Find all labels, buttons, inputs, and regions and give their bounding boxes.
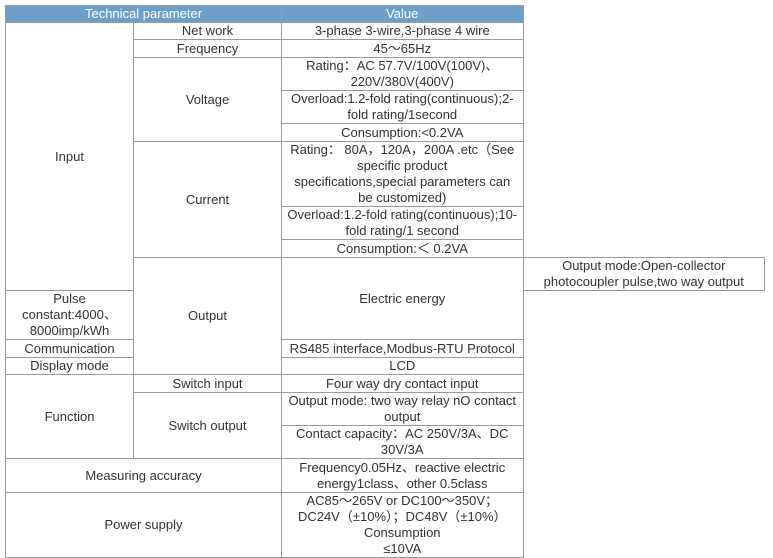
category-output: Output <box>133 257 282 375</box>
param-display-mode: Display mode <box>5 357 134 375</box>
param-frequency: Frequency <box>133 39 282 58</box>
table-row: Measuring accuracy Frequency0.05Hz、react… <box>5 458 765 493</box>
technical-parameter-table: Technical parameter Value Input Net work… <box>5 5 765 558</box>
table-row: Voltage Rating：AC 57.7V/100V(100V)、220V/… <box>6 57 765 142</box>
table-row: Current Rating： 80A，120A，200A .etc（See s… <box>6 141 765 258</box>
table-row: Output Electric energy Output mode:Open-… <box>6 257 765 375</box>
param-communication: Communication <box>5 339 134 358</box>
param-measuring-accuracy: Measuring accuracy <box>5 458 282 493</box>
value-frequency: 45～65Hz <box>281 39 524 58</box>
param-switch-input: Switch input <box>133 374 282 393</box>
value-current-consumption: Consumption:＜ 0.2VA <box>281 239 524 258</box>
value-pulse-constant: Pulse constant:4000、8000imp/kWh <box>5 290 134 340</box>
table-row: Display mode LCD <box>5 357 765 375</box>
value-current-rating: Rating： 80A，120A，200A .etc（See specific … <box>281 141 524 207</box>
param-electric-energy: Electric energy <box>281 257 524 340</box>
value-current-rating-line1: Rating： 80A，120A，200A .etc（See specific … <box>290 142 515 174</box>
table-row: Consumption:<0.2VA <box>6 123 765 142</box>
table-header-row: Technical parameter Value <box>5 5 765 23</box>
param-switch-output: Switch output <box>133 392 282 459</box>
param-power-supply: Power supply <box>5 492 282 558</box>
param-net-work: Net work <box>133 22 282 40</box>
table-row: Overload:1.2-fold rating(continuous);2-f… <box>6 90 765 124</box>
value-contact-capacity: Contact capacity：AC 250V/3A、DC 30V/3A <box>281 425 524 459</box>
value-current-rating-line2: specifications,special parameters can be… <box>294 174 511 205</box>
table-row: Overload:1.2-fold rating(continuous);10-… <box>6 206 765 240</box>
value-current-overload: Overload:1.2-fold rating(continuous);10-… <box>281 206 524 240</box>
header-technical-parameter: Technical parameter <box>5 5 282 23</box>
value-power-supply-line1: AC85～265V or DC100～350V；DC24V（±10%）；DC48… <box>297 493 507 525</box>
value-voltage-rating: Rating：AC 57.7V/100V(100V)、220V/380V(400… <box>281 57 524 91</box>
category-input: Input <box>5 22 134 291</box>
value-voltage-overload: Overload:1.2-fold rating(continuous);2-f… <box>281 90 524 124</box>
value-power-supply: AC85～265V or DC100～350V；DC24V（±10%）；DC48… <box>281 492 524 558</box>
table-row: Power supply AC85～265V or DC100～350V；DC2… <box>5 492 765 558</box>
value-voltage-consumption: Consumption:<0.2VA <box>281 123 524 142</box>
header-value: Value <box>281 5 524 23</box>
value-output-mode: Output mode:Open-collector photocoupler … <box>522 257 765 291</box>
value-measuring-accuracy: Frequency0.05Hz、reactive electric energy… <box>281 458 524 493</box>
value-display-mode: LCD <box>281 357 524 375</box>
value-communication: RS485 interface,Modbus-RTU Protocol <box>281 339 524 358</box>
table-row: Communication RS485 interface,Modbus-RTU… <box>5 339 765 358</box>
param-current: Current <box>133 141 282 258</box>
value-power-supply-line2: Consumption <box>363 525 441 540</box>
table-row: Pulse constant:4000、8000imp/kWh <box>5 290 765 340</box>
value-switch-output-mode: Output mode: two way relay nO contact ou… <box>281 392 524 426</box>
param-voltage: Voltage <box>133 57 282 142</box>
value-power-supply-line3: ≤10VA <box>383 541 422 556</box>
table-row: Input Net work 3-phase 3-wire,3-phase 4 … <box>5 22 765 291</box>
table-row: Function Switch input Four way dry conta… <box>5 374 765 459</box>
table-row: Consumption:＜ 0.2VA <box>6 239 765 258</box>
value-switch-input: Four way dry contact input <box>281 374 524 393</box>
page: Technical parameter Value Input Net work… <box>5 5 765 558</box>
value-net-work: 3-phase 3-wire,3-phase 4 wire <box>281 22 524 40</box>
